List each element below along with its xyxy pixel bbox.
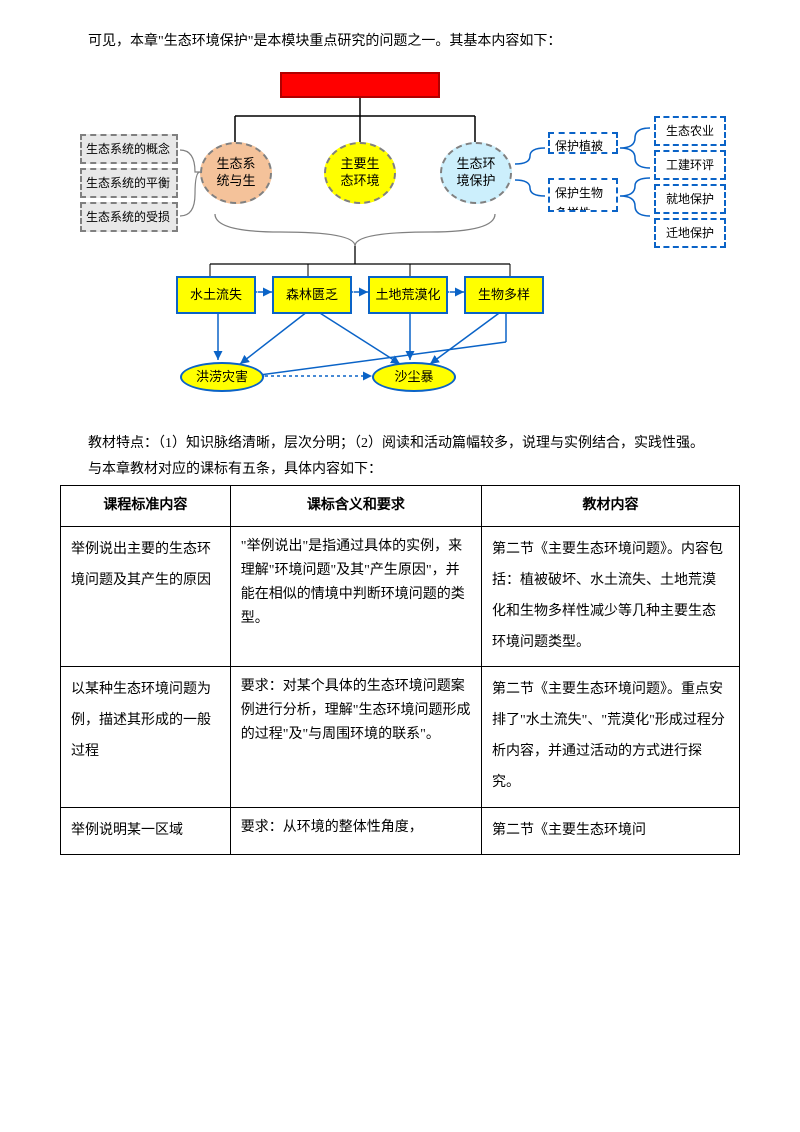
right-3: 就地保护 (654, 184, 726, 214)
cell-1-2: "举例说出"是指通过具体的实例，来理解"环境问题"及其"产生原因"，并能在相似的… (230, 527, 481, 667)
table-row: 以某种生态环境问题为例，描述其形成的一般过程 要求：对某个具体的生态环境问题案例… (61, 667, 740, 807)
ellipse-c-label: 生态环 境保护 (456, 156, 495, 190)
right-1: 生态农业 (654, 116, 726, 146)
table-header-row: 课程标准内容 课标含义和要求 教材内容 (61, 486, 740, 527)
left-label-2: 生态系统的平衡 (80, 168, 178, 198)
root-box (280, 72, 440, 98)
th-3: 教材内容 (481, 486, 739, 527)
cell-1-3: 第二节《主要生态环境问题》。内容包括：植被破坏、水土流失、土地荒漠化和生物多样性… (481, 527, 739, 667)
th-1: 课程标准内容 (61, 486, 231, 527)
yrect-3: 土地荒漠化 (368, 276, 448, 314)
mid-right-2: 保护生物 多样性 (548, 178, 618, 212)
concept-diagram: 生态系统的概念 生态系统的平衡 生态系统的受损 生态系 统与生 主要生 态环境 … (80, 64, 760, 424)
cell-3-3: 第二节《主要生态环境问 (481, 807, 739, 855)
mid-right-1: 保护植被 (548, 132, 618, 154)
ellipse-a-label: 生态系 统与生 (216, 156, 255, 190)
oell-1: 洪涝灾害 (180, 362, 264, 392)
cell-1-1: 举例说出主要的生态环境问题及其产生的原因 (61, 527, 231, 667)
yrect-4: 生物多样 (464, 276, 544, 314)
features-text: 教材特点：（1）知识脉络清晰，层次分明；（2）阅读和活动篇幅较多，说理与实例结合… (60, 432, 740, 456)
standards-table: 课程标准内容 课标含义和要求 教材内容 举例说出主要的生态环境问题及其产生的原因… (60, 485, 740, 855)
left-label-1: 生态系统的概念 (80, 134, 178, 164)
ellipse-b: 主要生 态环境 (324, 142, 396, 204)
th-2: 课标含义和要求 (230, 486, 481, 527)
standards-intro: 与本章教材对应的课标有五条，具体内容如下： (60, 458, 740, 482)
right-4: 迁地保护 (654, 218, 726, 248)
cell-2-3: 第二节《主要生态环境问题》。重点安排了"水土流失"、"荒漠化"形成过程分析内容，… (481, 667, 739, 807)
intro-text: 可见，本章"生态环境保护"是本模块重点研究的问题之一。其基本内容如下： (60, 30, 740, 54)
cell-3-1: 举例说明某一区域 (61, 807, 231, 855)
cell-2-2: 要求：对某个具体的生态环境问题案例进行分析，理解"生态环境问题形成的过程"及"与… (230, 667, 481, 807)
right-2: 工建环评 (654, 150, 726, 180)
ellipse-c: 生态环 境保护 (440, 142, 512, 204)
table-row: 举例说出主要的生态环境问题及其产生的原因 "举例说出"是指通过具体的实例，来理解… (61, 527, 740, 667)
mid-right-2-label: 保护生物 多样性 (555, 186, 603, 212)
table-row: 举例说明某一区域 要求：从环境的整体性角度， 第二节《主要生态环境问 (61, 807, 740, 855)
left-label-3: 生态系统的受损 (80, 202, 178, 232)
ellipse-b-label: 主要生 态环境 (340, 156, 379, 190)
yrect-1: 水土流失 (176, 276, 256, 314)
cell-2-1: 以某种生态环境问题为例，描述其形成的一般过程 (61, 667, 231, 807)
yrect-2: 森林匮乏 (272, 276, 352, 314)
oell-2: 沙尘暴 (372, 362, 456, 392)
ellipse-a: 生态系 统与生 (200, 142, 272, 204)
cell-3-2: 要求：从环境的整体性角度， (230, 807, 481, 855)
